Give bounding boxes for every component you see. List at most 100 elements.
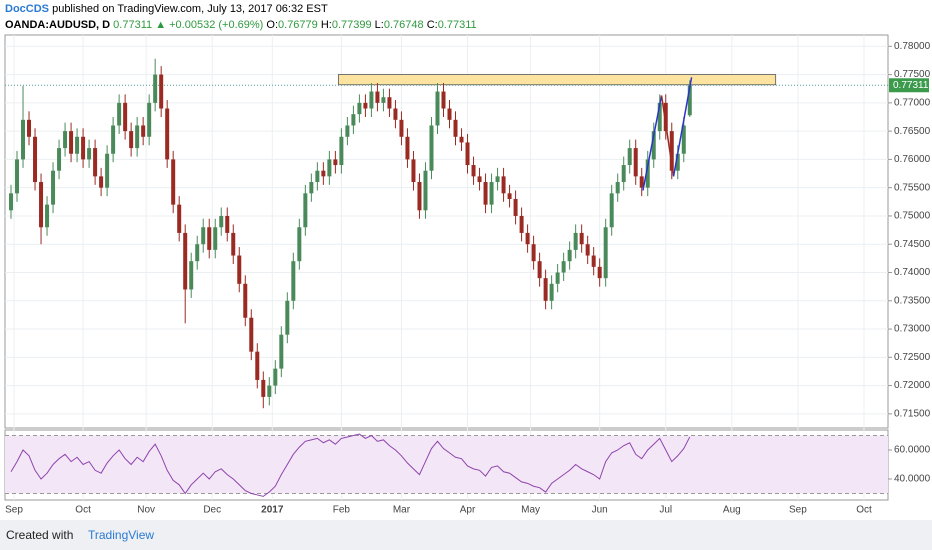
l-label: L: [374,19,384,31]
y-tick-label: 0.74000 [894,267,931,278]
candle-body [261,379,266,397]
c-label: C: [426,19,438,31]
candle-body [117,102,122,126]
candle-body [609,193,614,228]
rsi-tick-label: 40.0000 [894,474,931,485]
candle-body [33,136,38,183]
candle-body [549,283,554,301]
candle-body [585,244,590,256]
symbol: OANDA:AUDUSD, D [5,19,111,31]
candle-body [393,108,398,120]
h: 0.77399 [331,19,372,31]
y-tick-label: 0.71500 [894,409,931,420]
candle-body [657,102,662,132]
candle-body [543,278,548,301]
candle-body [267,385,272,397]
candle-body [231,232,236,256]
y-tick-label: 0.72500 [894,352,931,363]
x-tick-label: Apr [460,505,476,516]
candle-body [387,97,392,109]
x-tick-label: Jun [592,505,608,516]
candle-body [489,182,494,205]
candle-body [63,131,68,149]
candle-body [567,249,572,262]
x-tick-label: Sep [5,505,23,516]
chart: Sep Oct Nov Dec 2017 Feb Mar Apr May Jun Jul Aug Sep… [4,34,931,516]
candle-body [615,182,620,194]
candle-body [243,283,248,318]
candle-body [483,182,488,205]
candle-body [639,176,644,188]
created: Created with [6,528,74,542]
candle-body [417,182,422,211]
candle-body [525,232,530,245]
footer: Created with TradingView [0,520,932,550]
candle-body [279,334,284,369]
y-tick-label: 0.75000 [894,211,931,222]
candle-body [57,148,62,171]
candle-body [561,261,566,273]
candle-body [687,85,692,116]
candle-body [663,102,668,132]
candle-body [273,368,278,386]
brand[interactable]: TradingView [88,528,155,542]
candle-body [375,91,380,103]
candle-body [591,255,596,267]
candle-body [123,102,128,132]
pattern-line [660,95,675,177]
rsi-tick-label: 60.0000 [894,445,931,456]
candle-body [423,170,428,211]
rsi-band [5,435,888,494]
candle-body [459,136,464,143]
candle-body [327,159,332,177]
published: published on TradingView.com, July 13, 2… [52,3,328,15]
x-tick-label: Sep [789,505,807,516]
x-tick-label: Dec [203,505,221,516]
candle-body [633,148,638,177]
candle-body [255,351,260,380]
candle-body [477,176,482,183]
author[interactable]: DocCDS [5,3,50,15]
header-line: DocCDS published on TradingView.com, Jul… [5,3,328,15]
candle-body [357,102,362,115]
x-tick-label: Oct [75,505,91,516]
candle-body [105,153,110,188]
candle-body [21,119,26,160]
x-tick-label: Aug [723,505,741,516]
candle-body [351,114,356,126]
h-label: H: [320,19,332,31]
candle-body [165,108,170,160]
candle-body [513,198,518,216]
candle-body [333,159,338,166]
candle-body [201,227,206,245]
candle-body [453,119,458,137]
x-tick-label: Nov [137,505,155,516]
candle-body [177,204,182,233]
candle-body [507,193,512,199]
candle-body [381,97,386,103]
candle-body [303,193,308,228]
candle-body [651,131,656,160]
candle-body [9,193,14,211]
candle-body [447,108,452,120]
candle-body [435,91,440,126]
candle-body [99,176,104,188]
y-tick-label: 0.77000 [894,97,931,108]
last: 0.77311 [113,19,153,31]
x-tick-label: Feb [333,505,351,516]
candle-body [39,182,44,228]
y-tick-label: 0.73000 [894,324,931,335]
l: 0.76748 [383,19,424,31]
candle-body [297,227,302,262]
x-tick-label: Jul [659,505,672,516]
candle-body [495,176,500,183]
candle-body [519,215,524,233]
candle-body [315,170,320,183]
candle-body [555,272,560,284]
y-tick-label: 0.76000 [894,154,931,165]
candle-body [345,125,350,137]
candle-body [195,244,200,262]
resistance-zone [337,74,777,86]
candle-body [309,182,314,194]
candle-body [171,159,176,205]
